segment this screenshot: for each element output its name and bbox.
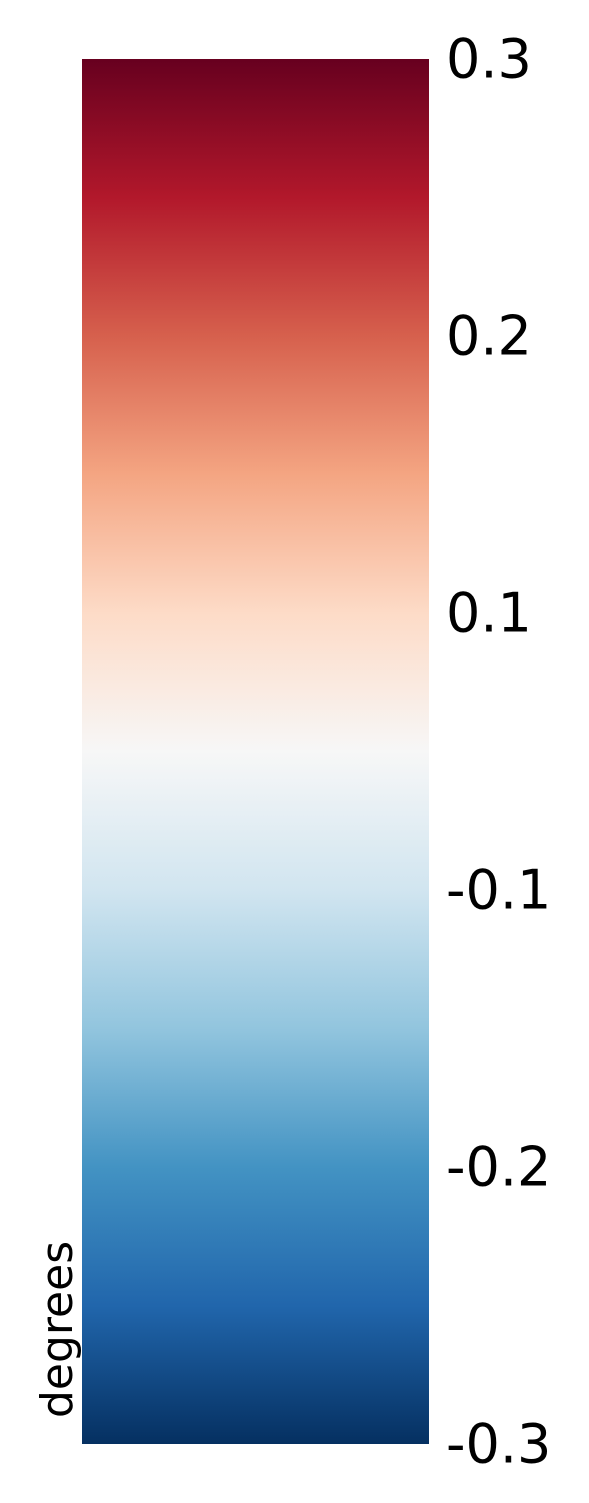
- colorbar-tick-label: -0.1: [446, 859, 551, 922]
- colorbar-tick-label: 0.3: [446, 28, 532, 91]
- colorbar-tick-label: -0.2: [446, 1136, 551, 1199]
- colorbar-tick-label: 0.2: [446, 305, 532, 368]
- colorbar-tick-label: -0.3: [446, 1413, 551, 1476]
- colorbar-gradient: [82, 59, 429, 1444]
- colorbar-axis-label: degrees: [32, 1241, 83, 1418]
- colorbar-tick-label: 0.1: [446, 582, 532, 645]
- colorbar-ticks: 0.3 0.2 0.1 -0.1 -0.2 -0.3: [446, 28, 551, 1476]
